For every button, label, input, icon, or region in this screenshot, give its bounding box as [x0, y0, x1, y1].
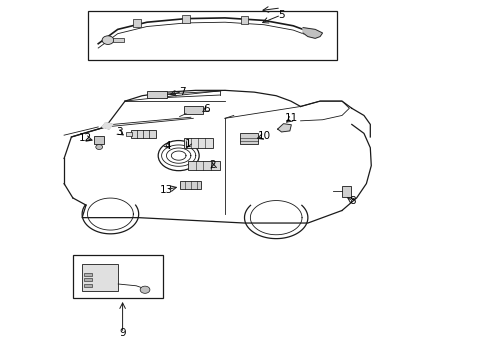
Text: 3: 3 [116, 127, 122, 137]
Bar [180, 181, 200, 189]
Bar [341, 186, 350, 197]
Text: 9: 9 [119, 328, 125, 338]
Text: 7: 7 [179, 87, 185, 97]
Bar [81, 264, 118, 291]
Polygon shape [303, 28, 322, 39]
Bar [83, 284, 92, 287]
Text: 1: 1 [185, 139, 191, 149]
Text: 6: 6 [203, 104, 209, 114]
Bar [94, 136, 104, 144]
Circle shape [96, 144, 102, 149]
Bar [240, 17, 248, 24]
Bar [182, 15, 189, 23]
Bar [183, 107, 203, 114]
Circle shape [102, 36, 114, 44]
Text: 2: 2 [209, 159, 216, 170]
Bar [133, 19, 141, 27]
Bar [113, 39, 123, 42]
Text: 5: 5 [277, 10, 284, 20]
FancyBboxPatch shape [88, 12, 336, 60]
Text: 10: 10 [257, 131, 270, 141]
Polygon shape [102, 123, 113, 129]
Bar [83, 278, 92, 281]
Bar [147, 91, 167, 98]
Text: 4: 4 [164, 141, 170, 151]
Bar [183, 138, 212, 148]
Circle shape [140, 286, 150, 293]
Bar [125, 132, 132, 136]
Bar [83, 273, 92, 276]
Text: 12: 12 [78, 133, 91, 143]
FancyBboxPatch shape [73, 255, 163, 298]
Text: 11: 11 [285, 113, 298, 123]
Text: 8: 8 [349, 196, 355, 206]
Polygon shape [277, 124, 291, 132]
Bar [131, 130, 156, 138]
Bar [239, 134, 258, 144]
Text: 13: 13 [160, 185, 173, 195]
Bar [188, 161, 220, 170]
